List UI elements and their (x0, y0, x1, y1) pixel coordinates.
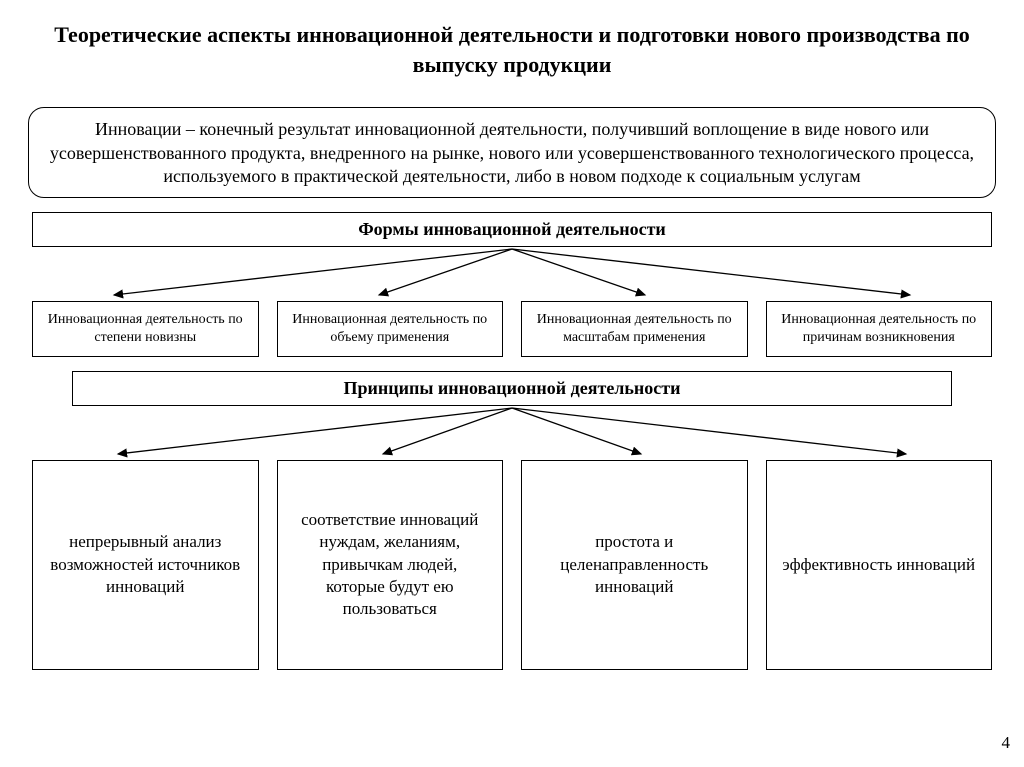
principle-box: эффективность инноваций (766, 460, 993, 670)
forms-arrows-wrap (28, 247, 996, 301)
principles-header: Принципы инновационной деятельности (72, 371, 952, 406)
form-box: Инновационная деятельность по масштабам … (521, 301, 748, 357)
principle-box: соответствие инноваций нуждам, желаниям,… (277, 460, 504, 670)
principles-arrows (28, 406, 996, 460)
principle-box: непрерывный анализ возможностей источник… (32, 460, 259, 670)
form-box: Инновационная деятельность по причинам в… (766, 301, 993, 357)
page-title: Теоретические аспекты инновационной деят… (28, 20, 996, 79)
principles-row: непрерывный анализ возможностей источник… (32, 460, 992, 670)
form-box: Инновационная деятельность по объему при… (277, 301, 504, 357)
definition-box: Инновации – конечный результат инновацио… (28, 107, 996, 197)
principles-arrows-wrap (28, 406, 996, 460)
forms-arrows (28, 247, 996, 301)
form-box: Инновационная деятельность по степени но… (32, 301, 259, 357)
forms-row: Инновационная деятельность по степени но… (32, 301, 992, 357)
principle-box: простота и целенаправленность инноваций (521, 460, 748, 670)
page-number: 4 (1002, 733, 1011, 753)
forms-header: Формы инновационной деятельности (32, 212, 992, 247)
